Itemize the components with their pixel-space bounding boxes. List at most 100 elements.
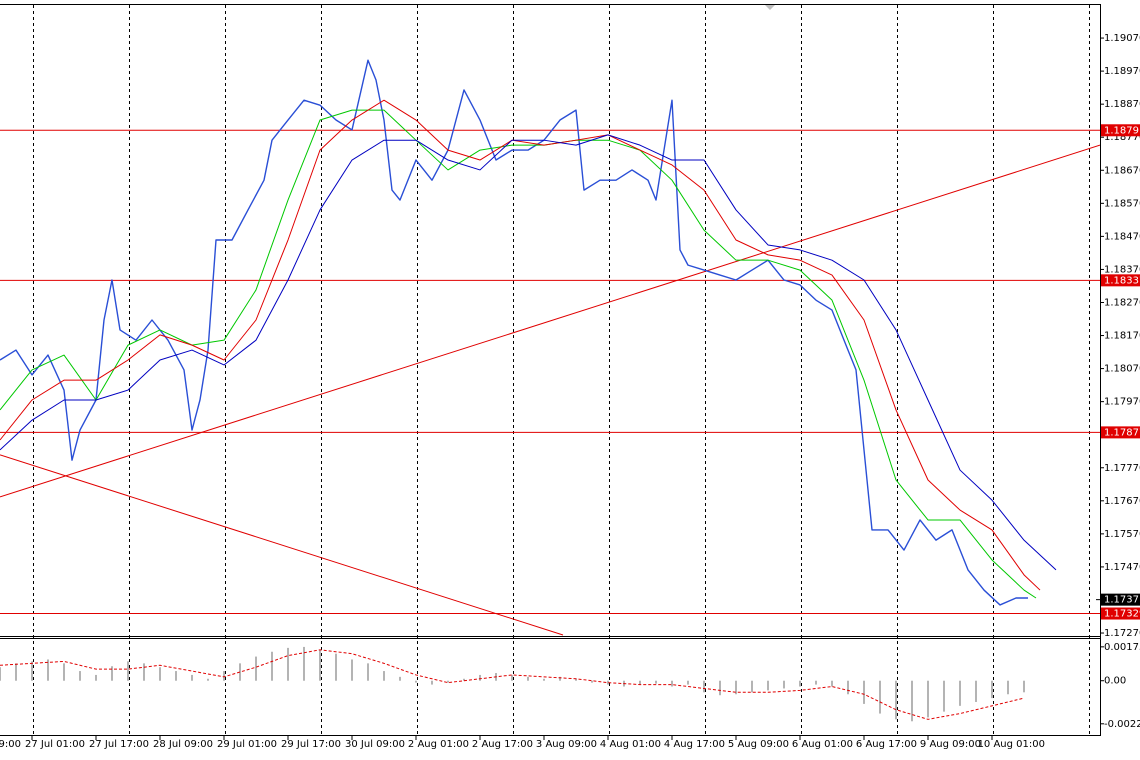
- histogram-bar: [703, 680, 705, 693]
- y-tick-label: 1.18170: [1104, 331, 1140, 342]
- frame: [0, 4, 1101, 736]
- level-label: 1.17329: [1104, 609, 1140, 620]
- signal-line: [0, 649, 1025, 720]
- moving-average: [0, 109, 1037, 599]
- histogram-bar: [559, 676, 561, 681]
- y-tick-label: 0.001754: [1104, 642, 1140, 653]
- histogram-bar: [975, 680, 977, 702]
- histogram-bar: [239, 663, 241, 681]
- y-tick-label: 1.18070: [1104, 364, 1140, 375]
- histogram-bar: [303, 646, 305, 681]
- y-tick-label: 1.18770: [1104, 132, 1140, 143]
- current-price-label: 1.17371: [1104, 595, 1140, 606]
- trend-line: [0, 454, 564, 636]
- moving-average: [0, 134, 1057, 571]
- x-tick-label: 2 Aug 01:00: [408, 739, 469, 750]
- y-tick-label: 1.18870: [1104, 99, 1140, 110]
- histogram-bar: [831, 680, 833, 687]
- histogram-bar: [271, 651, 273, 681]
- histogram-bar: [575, 678, 577, 681]
- x-tick-label: 28 Jul 09:00: [153, 739, 213, 750]
- histogram-bar: [527, 676, 529, 681]
- histogram-bar: [847, 680, 849, 695]
- histogram-bar: [799, 680, 801, 687]
- histogram-bar: [351, 659, 353, 681]
- x-tick-label: 09:00: [0, 739, 21, 750]
- histogram-bar: [111, 666, 113, 681]
- y-tick-label: 1.17670: [1104, 496, 1140, 507]
- histogram-bar: [287, 647, 289, 681]
- x-tick-label: 27 Jul 01:00: [25, 739, 85, 750]
- shift-marker: [765, 5, 775, 10]
- histogram-bar: [223, 671, 225, 681]
- axes: 1.19070 1.18970 1.18870 1.18770 1.18670 1.185…: [0, 33, 1140, 750]
- histogram-bar: [783, 680, 785, 689]
- x-tick-label: 9 Aug 09:00: [920, 739, 981, 750]
- level-label: 1.18337: [1104, 275, 1140, 286]
- histogram-bar: [639, 680, 641, 685]
- level-tag: [1101, 124, 1140, 137]
- x-tick-label: 30 Jul 09:00: [345, 739, 405, 750]
- x-tick-label: 6 Aug 01:00: [792, 739, 853, 750]
- histogram-bar: [31, 661, 33, 681]
- histogram-bar: [767, 680, 769, 691]
- histogram-bar: [15, 663, 17, 681]
- histogram-bar: [911, 680, 913, 722]
- histogram-bar: [879, 680, 881, 714]
- histogram-bar: [1023, 680, 1025, 693]
- y-tick-label: 1.17470: [1104, 562, 1140, 573]
- histogram-bar: [943, 680, 945, 712]
- y-tick-label: 1.18270: [1104, 297, 1140, 308]
- y-tick-label: 1.19070: [1104, 33, 1140, 44]
- histogram-bar: [671, 680, 673, 687]
- y-tick-label: 1.17770: [1104, 463, 1140, 474]
- x-tick-label: 5 Aug 09:00: [728, 739, 789, 750]
- macd-pane: [0, 646, 1025, 722]
- histogram-bar: [143, 663, 145, 681]
- y-tick-label: 1.18370: [1104, 264, 1140, 275]
- trend-line: [0, 144, 1100, 498]
- histogram-bar: [159, 667, 161, 681]
- histogram-bar: [655, 680, 657, 684]
- level-label: 1.17877: [1104, 427, 1140, 438]
- histogram-bar: [719, 680, 721, 696]
- level-tag: [1101, 426, 1140, 439]
- histogram-bar: [511, 674, 513, 681]
- histogram-bar: [959, 680, 961, 706]
- x-tick-label: 27 Jul 17:00: [89, 739, 149, 750]
- histogram-bar: [991, 680, 993, 699]
- histogram-bar: [479, 674, 481, 681]
- y-tick-label: 1.17570: [1104, 529, 1140, 540]
- histogram-bar: [927, 680, 929, 718]
- price-pane: [0, 59, 1100, 636]
- histogram-bar: [0, 667, 1, 681]
- histogram-bar: [447, 680, 449, 683]
- y-tick-label: -0.00223: [1104, 719, 1140, 730]
- level-tag: [1101, 274, 1140, 287]
- y-tick-label: 1.18970: [1104, 66, 1140, 77]
- histogram-bar: [79, 671, 81, 681]
- histogram-bar: [415, 680, 417, 683]
- x-tick-label: 4 Aug 17:00: [664, 739, 725, 750]
- x-tick-label: 3 Aug 09:00: [536, 739, 597, 750]
- y-tick-label: 1.17970: [1104, 397, 1140, 408]
- x-tick-label: 29 Jul 17:00: [281, 739, 341, 750]
- histogram-bar: [1007, 680, 1009, 695]
- histogram-bar: [463, 678, 465, 681]
- y-tick-label: 1.17270: [1104, 628, 1140, 639]
- x-tick-label: 4 Aug 01:00: [600, 739, 661, 750]
- histogram-bar: [191, 674, 193, 681]
- histogram-bar: [175, 671, 177, 681]
- price-line: [0, 59, 1028, 606]
- y-tick-label: 1.18570: [1104, 198, 1140, 209]
- histogram-bar: [735, 680, 737, 695]
- histogram-bar: [383, 671, 385, 681]
- histogram-bar: [63, 663, 65, 681]
- x-tick-label: 6 Aug 17:00: [856, 739, 917, 750]
- current-price-tag: [1101, 593, 1140, 606]
- histogram-bar: [335, 653, 337, 681]
